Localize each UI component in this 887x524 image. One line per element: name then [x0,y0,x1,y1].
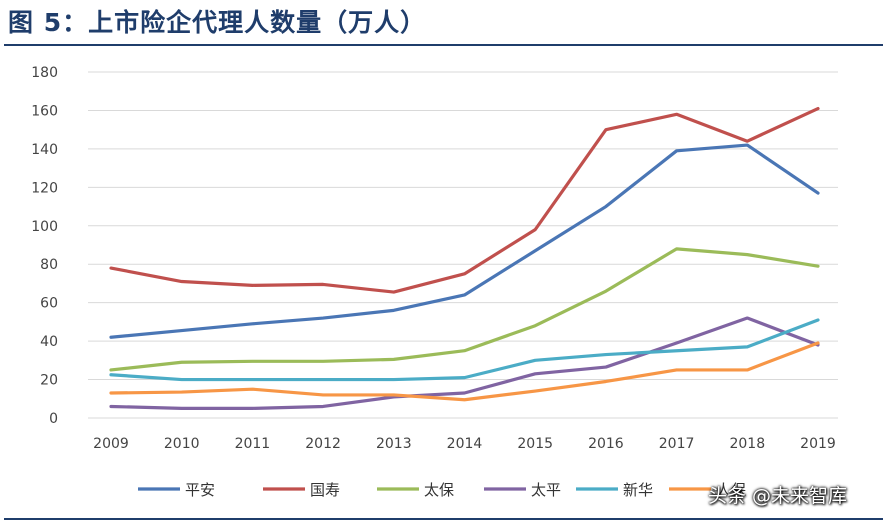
y-tick-label: 160 [31,103,58,119]
series-line [109,143,820,339]
series-line [109,318,820,382]
y-axis-ticks: 0 20 40 60 80 100 120 140 160 180 [31,65,58,427]
gridlines [88,71,838,419]
x-tick-label: 2009 [93,436,129,452]
legend-label: 太平 [531,481,561,499]
x-tick-label: 2014 [447,436,483,452]
y-tick-label: 60 [40,296,58,312]
series-lines [109,106,820,410]
x-axis-ticks: 2009 2010 2011 2012 2013 2014 2015 2016 2017 2018… [93,436,836,452]
legend: 平安 国寿 太保 太平 新华 人保 [138,481,746,499]
y-tick-label: 140 [31,142,58,158]
x-tick-label: 2011 [235,436,271,452]
y-tick-label: 100 [31,219,58,235]
x-tick-label: 2019 [800,436,836,452]
legend-label: 新华 [623,481,653,499]
series-line [109,106,820,294]
legend-label: 平安 [185,481,215,499]
x-tick-label: 2010 [164,436,200,452]
x-tick-label: 2012 [305,436,341,452]
x-tick-label: 2018 [729,436,765,452]
page-title: 图 5：上市险企代理人数量（万人） [8,8,427,37]
x-tick-label: 2016 [588,436,624,452]
y-tick-label: 180 [31,65,58,81]
title-divider [4,44,883,46]
y-tick-label: 120 [31,180,58,196]
y-tick-label: 0 [49,411,58,427]
legend-label: 太保 [424,481,454,499]
x-tick-label: 2017 [659,436,695,452]
x-tick-label: 2015 [517,436,553,452]
bottom-divider [4,518,883,520]
series-line [109,247,820,372]
y-tick-label: 80 [40,257,58,273]
x-tick-label: 2013 [376,436,412,452]
legend-label: 人保 [716,481,746,499]
series-line [109,316,820,410]
series-line [109,341,820,402]
y-tick-label: 40 [40,334,58,350]
watermark: 头条 @未来智库 [708,485,848,507]
y-tick-label: 20 [40,373,58,389]
legend-label: 国寿 [310,481,340,499]
